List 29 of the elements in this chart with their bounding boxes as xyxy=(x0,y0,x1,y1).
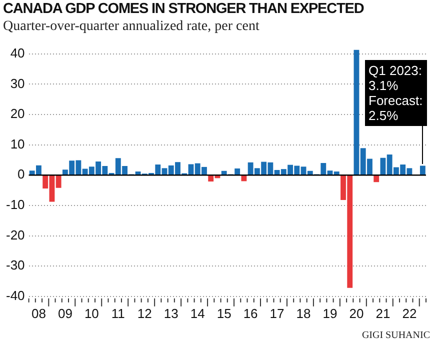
y-tick-label: -30 xyxy=(6,258,25,273)
x-tick-label: 09 xyxy=(58,306,72,321)
x-tick-label: 19 xyxy=(322,306,338,321)
y-tick-label: 0 xyxy=(18,166,25,182)
callout: Q1 2023: 3.1% Forecast: 2.5% xyxy=(364,60,427,164)
y-tick-label: -10 xyxy=(6,197,25,212)
y-tick-label: -20 xyxy=(6,227,25,242)
x-tick-label: 10 xyxy=(84,306,99,321)
x-tick-label: 14 xyxy=(190,306,205,321)
x-tick-label: 15 xyxy=(216,306,232,321)
annotation: Q1 2023: 3.1% Forecast: 2.5% xyxy=(364,60,427,126)
y-tick-label: 20 xyxy=(10,106,25,122)
x-tick-label: 13 xyxy=(164,306,178,321)
x-tick-label: 22 xyxy=(402,306,417,321)
text: GIGI SUHANIC xyxy=(362,330,430,341)
y-tick-label: 40 xyxy=(10,45,25,60)
y-tick-label: 30 xyxy=(10,76,25,91)
chart-subtitle: Quarter-over-quarter annualized rate, per cent xyxy=(3,19,260,35)
chart-title: CANADA GDP COMES IN STRONGER THAN EXPECTED xyxy=(3,1,364,17)
x-tick-label: 20 xyxy=(349,306,364,321)
x-tick-label: 21 xyxy=(376,306,390,321)
x-tick-label: 12 xyxy=(137,306,152,321)
x-tick-label: 08 xyxy=(31,306,46,321)
x-tick-label: 16 xyxy=(243,306,258,321)
x-tick-label: 11 xyxy=(111,306,125,321)
x-tick-label: 17 xyxy=(270,306,284,321)
y-tick-label: 10 xyxy=(10,136,25,152)
x-tick-label: 18 xyxy=(296,306,311,321)
y-tick-label: -40 xyxy=(6,288,25,303)
